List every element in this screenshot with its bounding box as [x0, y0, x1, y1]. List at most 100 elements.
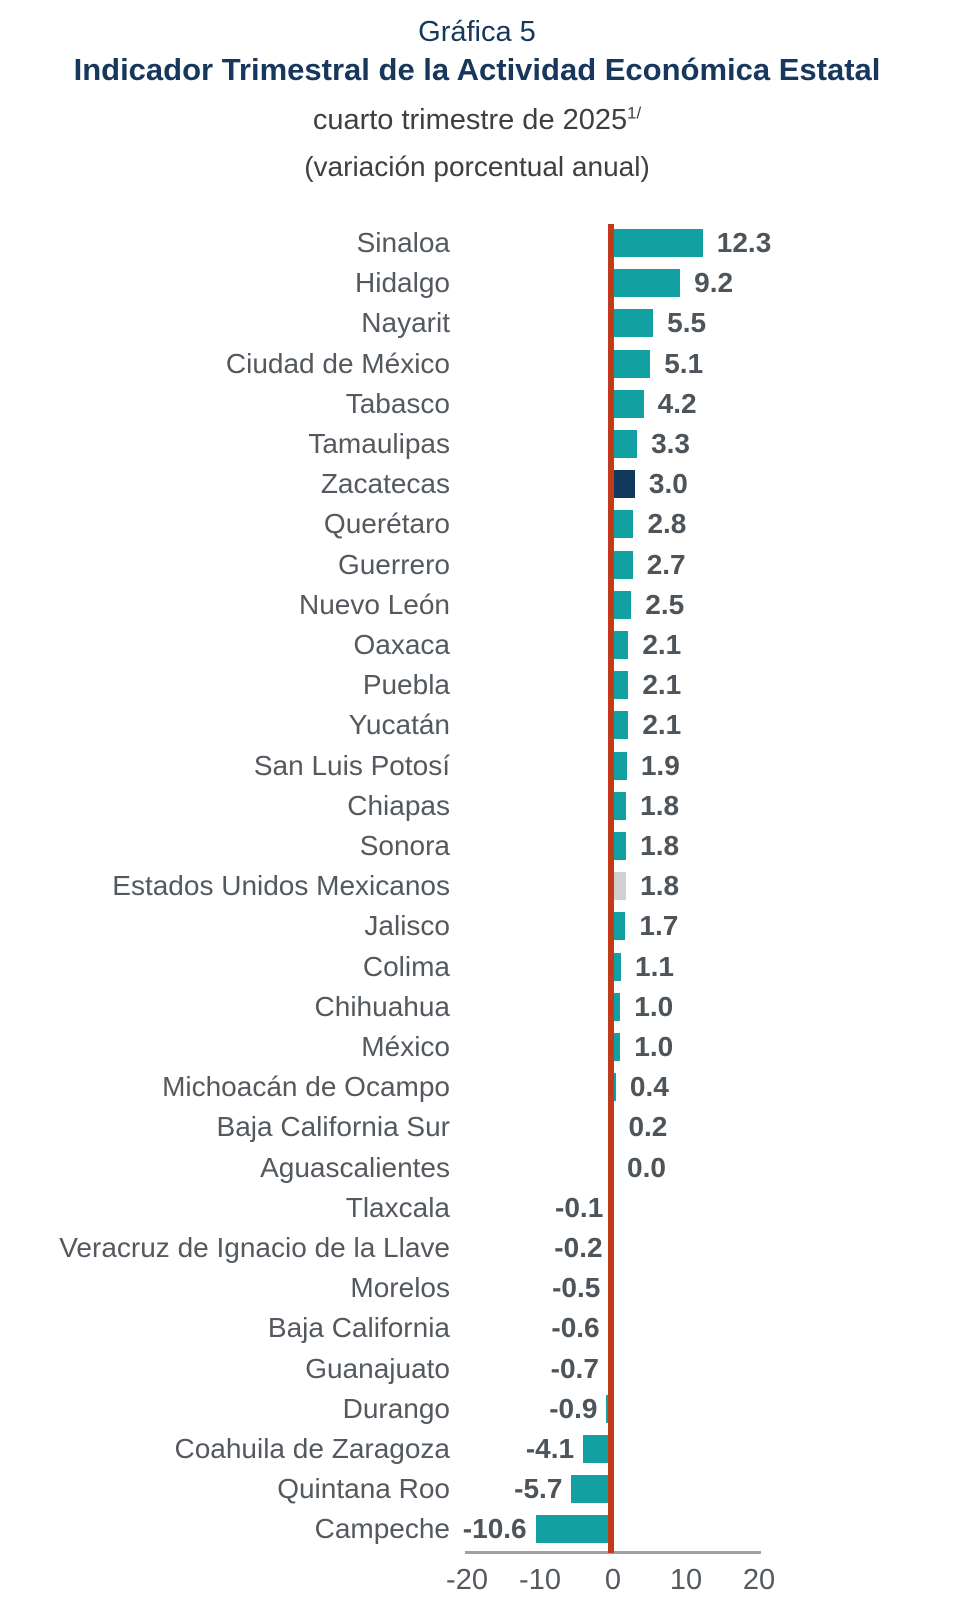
bar: [583, 1435, 613, 1463]
bar: [613, 590, 632, 619]
bar: [613, 510, 634, 539]
chart-subtitle-units: (variación porcentual anual): [304, 151, 650, 183]
bar: [613, 751, 627, 780]
chart-row: Chiapas 1.8: [0, 786, 954, 826]
state-label: Guerrero: [337, 548, 450, 580]
chart-row: Nuevo León 2.5: [0, 585, 954, 625]
bar: [613, 992, 621, 1021]
state-label: Veracruz de Ignacio de la Llave: [59, 1232, 450, 1263]
bar: [535, 1515, 613, 1544]
bar: [613, 550, 633, 579]
chart-subtitle-text: cuarto trimestre de 2025: [312, 103, 628, 136]
state-label: Jalisco: [364, 910, 450, 942]
state-label: Sonora: [359, 830, 450, 861]
state-label: Ciudad de México: [225, 347, 450, 379]
state-label: Querétaro: [323, 508, 450, 540]
value-label: -0.7: [550, 1352, 599, 1384]
value-label: 2.1: [642, 709, 682, 741]
value-label: -10.6: [462, 1513, 527, 1545]
chart-row: Ciudad de México 5.1: [0, 344, 954, 384]
x-tick-label: 0: [604, 1563, 622, 1596]
x-tick-label: 20: [742, 1563, 776, 1596]
value-label: 5.1: [664, 347, 704, 379]
chart-row: Baja California -0.6: [0, 1308, 954, 1348]
chart-row: Hidalgo 9.2: [0, 263, 954, 303]
state-label: Chiapas: [347, 789, 450, 821]
value-label: 12.3: [716, 227, 772, 258]
bar: [613, 631, 629, 659]
chart-row: Tamaulipas 3.3: [0, 424, 954, 464]
bar: [613, 872, 627, 901]
state-label: Morelos: [350, 1272, 450, 1304]
chart-row: Colima 1.1: [0, 947, 954, 987]
value-label: 1.0: [634, 1031, 674, 1062]
value-label: -0.2: [554, 1232, 603, 1263]
figure-label: Gráfica 5: [418, 16, 536, 48]
bar: [571, 1475, 613, 1504]
value-label: 1.0: [634, 990, 674, 1022]
chart-row: Coahuila de Zaragoza -4.1: [0, 1429, 954, 1469]
value-label: 0.2: [628, 1111, 668, 1143]
chart-row: Baja California Sur 0.2: [0, 1107, 954, 1147]
chart-row: Veracruz de Ignacio de la Llave -0.2: [0, 1228, 954, 1268]
bar: [613, 309, 654, 338]
value-label: -0.5: [552, 1272, 601, 1304]
bar: [613, 349, 651, 378]
state-label: México: [361, 1031, 450, 1062]
value-label: 2.8: [647, 508, 687, 540]
state-label: Baja California Sur: [216, 1111, 450, 1143]
state-label: Nayarit: [361, 307, 450, 339]
state-label: Durango: [342, 1392, 450, 1424]
value-label: 1.8: [640, 830, 680, 861]
bar: [613, 1033, 621, 1061]
chart-row: Morelos -0.5: [0, 1268, 954, 1308]
chart-row: Sinaloa 12.3: [0, 223, 954, 263]
state-label: Guanajuato: [305, 1352, 450, 1384]
value-label: 4.2: [657, 387, 697, 419]
chart-row: Sonora 1.8: [0, 826, 954, 866]
chart-title: Indicador Trimestral de la Actividad Eco…: [73, 52, 881, 88]
value-label: -0.1: [555, 1191, 604, 1223]
state-label: Hidalgo: [355, 267, 450, 299]
state-label: Yucatán: [348, 709, 450, 741]
chart-row: Chihuahua 1.0: [0, 987, 954, 1027]
bar: [613, 791, 627, 820]
state-label: Colima: [362, 950, 450, 982]
chart-row: Tlaxcala -0.1: [0, 1188, 954, 1228]
bar: [613, 269, 681, 298]
state-label: Aguascalientes: [260, 1151, 450, 1183]
chart-row: Quintana Roo -5.7: [0, 1469, 954, 1509]
chart-row: Puebla 2.1: [0, 665, 954, 705]
state-label: Tamaulipas: [308, 428, 450, 459]
chart-row: Querétaro 2.8: [0, 504, 954, 544]
bar: [613, 832, 627, 860]
zero-line: [608, 224, 614, 1553]
chart-row: Aguascalientes 0.0: [0, 1148, 954, 1188]
x-tick-label: 10: [669, 1563, 703, 1596]
value-label: 1.1: [635, 950, 674, 982]
bar-chart: Sinaloa 12.3 Hidalgo 9.2 Nayarit 5.5 Ciudad de…: [0, 223, 954, 1600]
value-label: 1.7: [639, 910, 679, 942]
bar: [613, 430, 638, 458]
chart-row: Estados Unidos Mexicanos 1.8: [0, 866, 954, 906]
chart-row: Nayarit 5.5: [0, 303, 954, 343]
value-label: 2.1: [642, 629, 682, 660]
state-label: Puebla: [362, 669, 450, 701]
state-label: Estados Unidos Mexicanos: [112, 870, 450, 902]
chart-row: San Luis Potosí 1.9: [0, 746, 954, 786]
chart-row: Oaxaca 2.1: [0, 625, 954, 665]
value-label: -0.9: [549, 1392, 598, 1424]
state-label: Coahuila de Zaragoza: [174, 1433, 450, 1464]
bar: [613, 952, 622, 981]
state-label: Tabasco: [345, 387, 450, 419]
state-label: Oaxaca: [353, 629, 451, 660]
chart-row: Yucatán 2.1: [0, 705, 954, 745]
chart-row: Jalisco 1.7: [0, 906, 954, 946]
value-label: 0.4: [629, 1071, 669, 1103]
state-label: San Luis Potosí: [253, 749, 450, 781]
chart-subtitle: cuarto trimestre de 20251/: [0, 103, 954, 138]
bar: [613, 1073, 616, 1102]
value-label: 5.5: [667, 307, 707, 339]
state-label: Quintana Roo: [277, 1473, 450, 1505]
